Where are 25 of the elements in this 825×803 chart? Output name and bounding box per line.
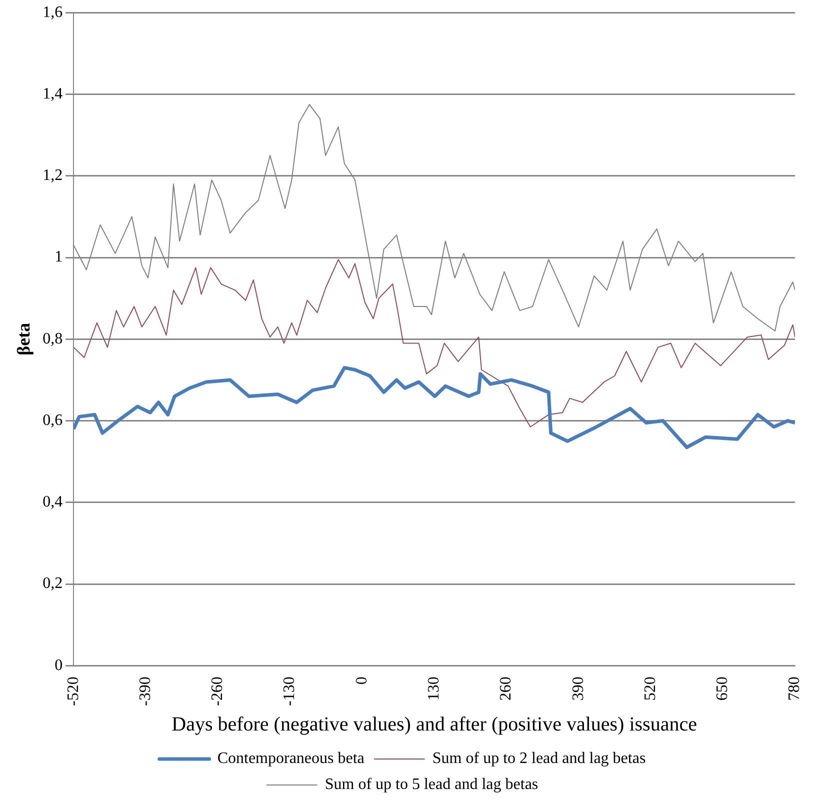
x-tick-label: -130: [281, 676, 298, 706]
legend-label: Sum of up to 2 lead and lag betas: [432, 750, 646, 768]
y-tick-label: 1: [54, 248, 63, 266]
y-tick-label: 1,4: [42, 85, 63, 102]
y-tick-label: 1,6: [42, 4, 63, 21]
y-axis-title: βeta: [13, 322, 34, 356]
x-tick-label: -390: [136, 676, 154, 706]
y-tick-label: 0,4: [42, 494, 63, 511]
y-tick-label: 1,2: [42, 167, 63, 184]
y-tick-label: 0,8: [42, 330, 63, 348]
x-axis-title: Days before (negative values) and after (positive values) issuance: [172, 713, 698, 736]
x-tick-label: 390: [570, 676, 587, 701]
x-tick-label: 0: [353, 676, 370, 685]
legend-label: Contemporaneous beta: [217, 750, 364, 768]
y-tick-label: 0,6: [42, 412, 63, 429]
y-tick-label: 0: [54, 656, 63, 674]
y-tick-label: 0,2: [42, 575, 63, 592]
x-tick-label: 780: [786, 676, 804, 701]
x-tick-label: 650: [714, 676, 732, 701]
x-tick-label: 520: [642, 676, 659, 701]
x-tick-label: 130: [426, 676, 443, 701]
legend-label: Sum of up to 5 lead and lag betas: [324, 776, 538, 794]
x-tick-label: 260: [498, 676, 515, 701]
x-tick-label: -520: [64, 676, 82, 706]
x-tick-label: -260: [209, 676, 226, 706]
